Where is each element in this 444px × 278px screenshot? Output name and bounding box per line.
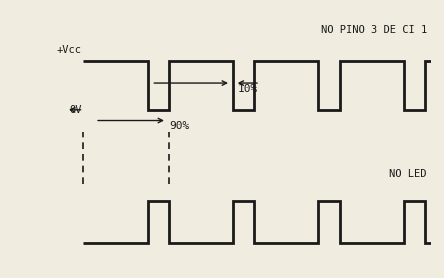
- Text: +Vcc: +Vcc: [56, 45, 82, 55]
- Text: 90%: 90%: [169, 121, 189, 131]
- Text: NO LED: NO LED: [389, 169, 427, 179]
- Text: 0V: 0V: [69, 105, 82, 115]
- Text: NO PINO 3 DE CI 1: NO PINO 3 DE CI 1: [321, 25, 427, 35]
- Text: 10%: 10%: [238, 84, 258, 94]
